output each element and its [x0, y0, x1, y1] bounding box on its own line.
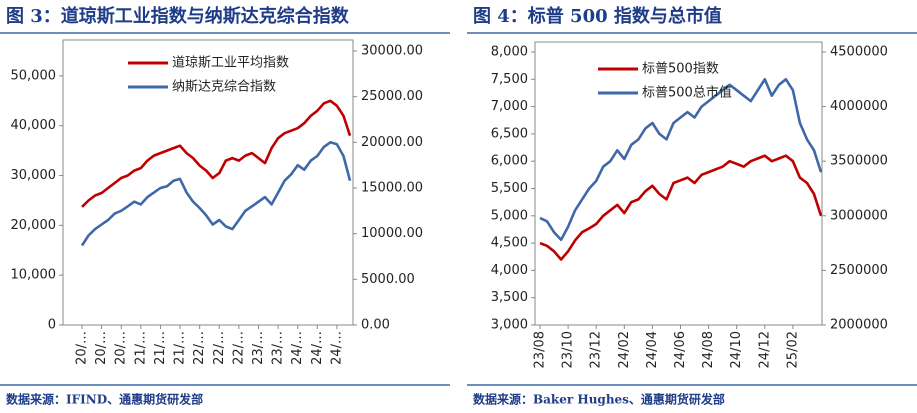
y2-tick-label: 30000.00 [361, 44, 423, 59]
y2-tick-label: 20000.00 [361, 135, 423, 150]
y-tick-label: 0 [48, 318, 56, 333]
y-tick-label: 50,000 [11, 68, 57, 83]
y-tick-label: 7,500 [491, 72, 528, 87]
y2-tick-label: 10000.00 [361, 226, 423, 241]
y2-tick-label: 5000.00 [361, 272, 415, 287]
plot-frame [62, 39, 354, 326]
y2-tick-label: 0.00 [361, 318, 390, 333]
series-line [539, 78, 823, 242]
y2-tick-label: 3500000 [830, 154, 888, 169]
series-line [80, 141, 352, 247]
y2-tick-label: 2500000 [830, 263, 888, 278]
y2-tick-label: 25000.00 [361, 89, 423, 104]
y-tick-label: 7,000 [491, 99, 528, 114]
y-tick-label: 4,000 [491, 263, 528, 278]
chart-title: 图 3：道琼斯工业指数与纳斯达克综合指数 [6, 5, 350, 27]
y-tick-label: 5,500 [491, 181, 528, 196]
y-tick-label: 3,500 [491, 290, 528, 305]
y-tick-label: 6,500 [491, 126, 528, 141]
y-tick-label: 30,000 [11, 168, 57, 183]
y2-tick-label: 4500000 [830, 45, 888, 60]
legend-label: 标普500总市值 [642, 85, 732, 101]
x-tick-label: 23/10 [561, 331, 576, 368]
x-tick-label: 24/12 [757, 331, 772, 368]
y-tick-label: 20,000 [11, 218, 57, 233]
series-line [81, 99, 352, 208]
x-tick-label: 21/… [173, 331, 188, 365]
x-tick-label: 22/… [231, 331, 246, 365]
x-tick-label: 23/12 [589, 331, 604, 368]
y-tick-label: 40,000 [11, 118, 57, 133]
plot-frame [534, 41, 823, 326]
x-tick-label: 24/10 [729, 331, 744, 368]
legend-label: 纳斯达克综合指数 [172, 80, 276, 95]
x-tick-label: 24/02 [617, 331, 632, 368]
source-note: 数据来源：IFIND、通惠期货研发部 [6, 392, 203, 407]
y-tick-label: 5,000 [491, 208, 528, 223]
x-tick-label: 22/… [192, 331, 207, 365]
y-tick-label: 3,000 [491, 318, 528, 333]
y2-tick-label: 15000.00 [361, 181, 423, 196]
x-tick-label: 24/… [290, 331, 305, 365]
x-tick-label: 23/… [271, 331, 286, 365]
legend-label: 道琼斯工业平均指数 [172, 56, 289, 71]
x-tick-label: 24/06 [673, 331, 688, 368]
y-tick-label: 6,000 [491, 154, 528, 169]
x-tick-label: 24/… [329, 331, 344, 365]
legend-label: 标普500指数 [642, 62, 719, 77]
x-tick-label: 20/… [75, 331, 90, 365]
y2-tick-label: 4000000 [830, 99, 888, 114]
chart-title: 图 4：标普 500 指数与总市值 [473, 5, 722, 27]
x-tick-label: 24/04 [645, 331, 660, 368]
y2-tick-label: 2000000 [830, 318, 888, 333]
y-tick-label: 4,500 [491, 236, 528, 251]
x-tick-label: 20/… [94, 331, 109, 365]
x-tick-label: 20/… [114, 331, 129, 365]
x-tick-label: 23/08 [533, 331, 548, 368]
x-tick-label: 25/02 [785, 331, 800, 368]
x-tick-label: 22/… [212, 331, 227, 365]
x-tick-label: 24/… [310, 331, 325, 365]
x-tick-label: 24/08 [701, 331, 716, 368]
x-tick-label: 23/… [251, 331, 266, 365]
source-note: 数据来源：Baker Hughes、通惠期货研发部 [473, 392, 725, 407]
y2-tick-label: 3000000 [830, 208, 888, 223]
series-line [539, 154, 823, 261]
y-tick-label: 8,000 [491, 45, 528, 60]
y-tick-label: 10,000 [11, 268, 57, 283]
x-tick-label: 21/… [153, 331, 168, 365]
x-tick-label: 21/… [133, 331, 148, 365]
